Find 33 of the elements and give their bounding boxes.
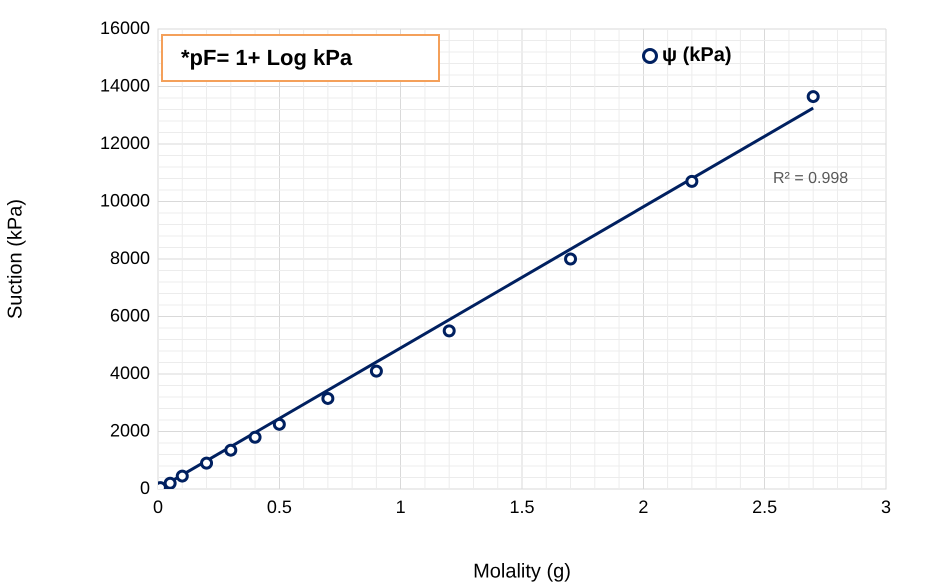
x-tick-label: 2 xyxy=(638,496,648,517)
point xyxy=(370,364,383,378)
legend-label: ψ (kPa) xyxy=(662,44,732,67)
x-tick-label: 1.5 xyxy=(509,496,535,517)
point xyxy=(442,324,456,338)
x-tick-label: 1 xyxy=(396,496,406,517)
x-axis-title: Molality (g) xyxy=(473,560,571,583)
point xyxy=(806,90,820,104)
y-tick-label: 16000 xyxy=(100,18,150,38)
y-tick-label: 8000 xyxy=(110,248,150,268)
x-tick-label: 0 xyxy=(152,496,164,517)
x-tick-label: 3 xyxy=(880,496,892,517)
text-box: *pF= 1+ Log kPa xyxy=(161,34,440,82)
y-tick-label: 12000 xyxy=(100,132,150,153)
point xyxy=(685,174,698,188)
x-tick-label: 0.5 xyxy=(266,496,292,517)
point xyxy=(224,444,238,457)
annotation: R² = 0.998 xyxy=(773,170,848,188)
y-tick-label: 14000 xyxy=(100,75,150,96)
point xyxy=(564,252,578,266)
y-tick-label: 4000 xyxy=(110,362,150,383)
point xyxy=(272,418,286,431)
y-tick-label: 6000 xyxy=(110,305,150,326)
point xyxy=(164,476,177,489)
y-tick-label: 10000 xyxy=(100,190,150,210)
x-tick-label: 2.5 xyxy=(752,496,778,517)
point xyxy=(200,456,214,470)
point xyxy=(321,392,334,405)
y-tick-label: 2000 xyxy=(110,420,150,440)
point xyxy=(248,430,262,444)
y-axis-title: Suction (kPa) xyxy=(4,198,27,320)
point xyxy=(176,470,189,483)
y-tick-label: 0 xyxy=(140,478,150,498)
